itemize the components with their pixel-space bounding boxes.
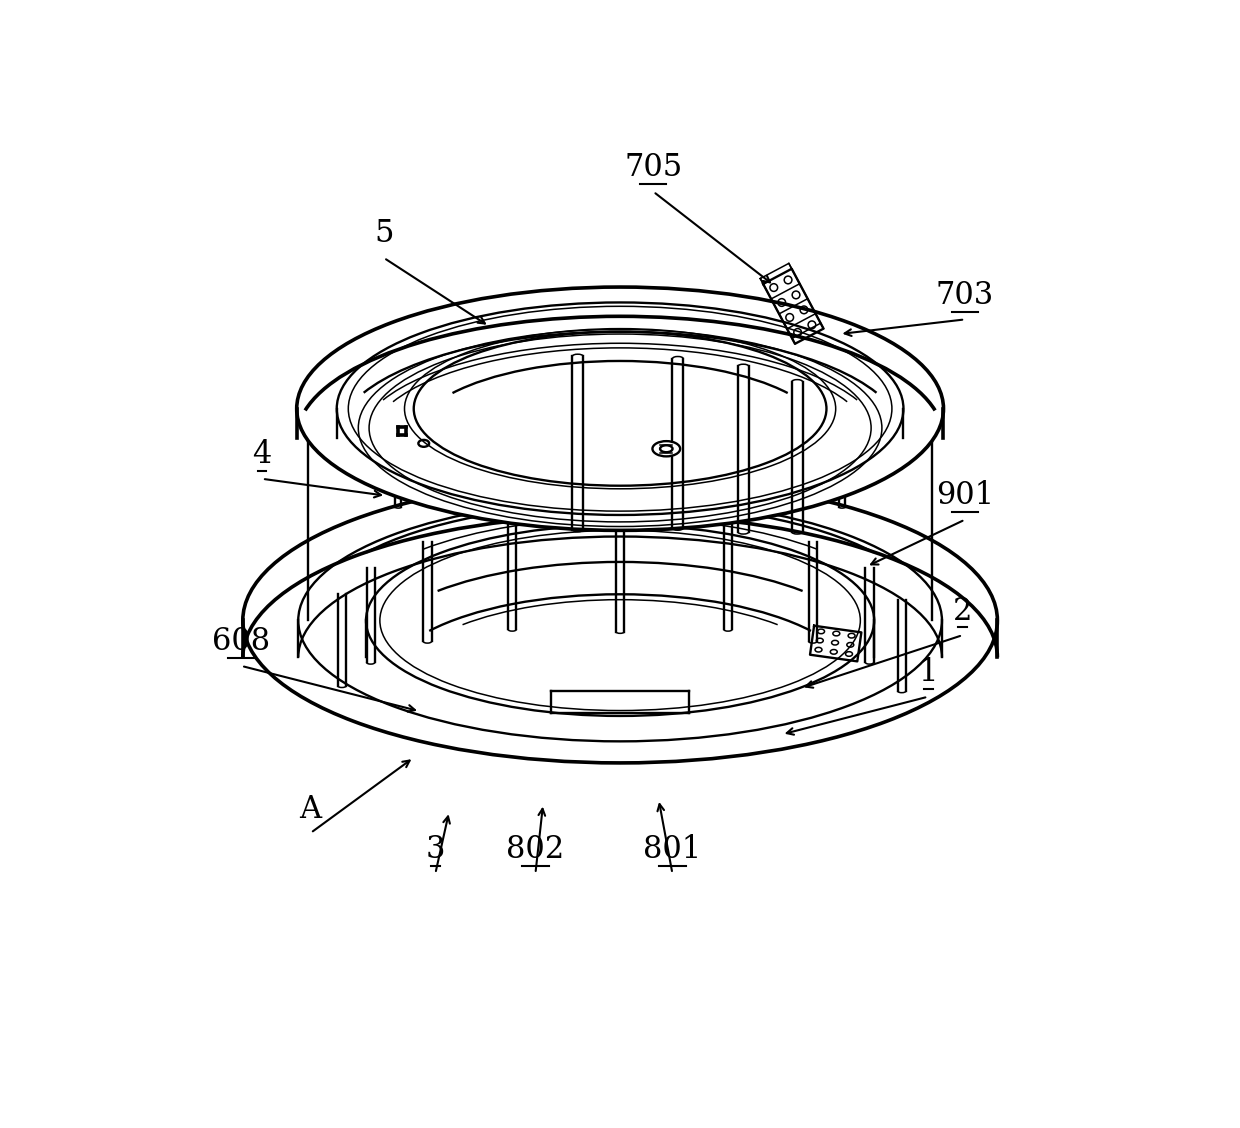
Text: 703: 703 [936, 280, 994, 311]
Ellipse shape [296, 287, 944, 530]
Ellipse shape [296, 287, 944, 530]
Text: 901: 901 [936, 481, 994, 511]
Ellipse shape [332, 331, 908, 546]
Text: 705: 705 [624, 152, 682, 183]
Text: 2: 2 [954, 596, 972, 627]
Text: 802: 802 [506, 835, 564, 865]
Text: 3: 3 [425, 835, 445, 865]
Text: A: A [300, 793, 321, 825]
Text: 608: 608 [212, 626, 270, 658]
Ellipse shape [243, 478, 997, 763]
Text: 801: 801 [644, 835, 702, 865]
Text: 4: 4 [253, 439, 272, 470]
Text: 1: 1 [919, 658, 937, 688]
Ellipse shape [652, 441, 681, 457]
Text: 5: 5 [374, 219, 393, 249]
